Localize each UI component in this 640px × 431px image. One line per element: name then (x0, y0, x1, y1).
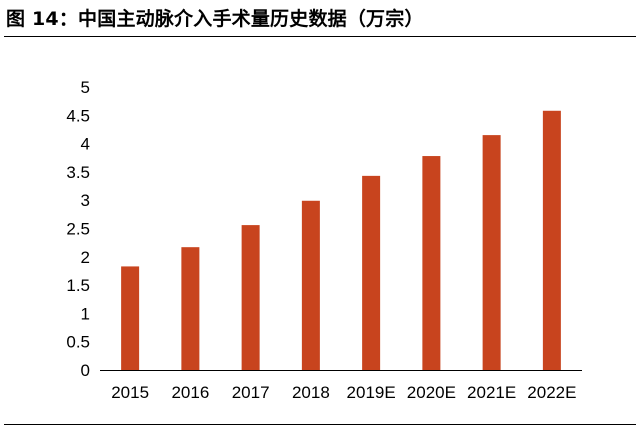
y-axis-ticks: 0 0.5 1 1.5 2 2.5 3 3.5 4 4.5 5 (66, 78, 90, 380)
bars (121, 110, 561, 370)
bar-2017 (241, 225, 260, 370)
x-tick-label: 2016 (171, 383, 209, 402)
bar-2021e (482, 135, 501, 370)
y-tick-label: 4 (81, 135, 90, 154)
y-tick-label: 5 (81, 78, 90, 97)
y-tick-label: 0 (81, 361, 90, 380)
y-tick-label: 1.5 (66, 276, 90, 295)
x-tick-label: 2019E (347, 383, 396, 402)
y-tick-label: 3 (81, 191, 90, 210)
bar-2022e (542, 110, 561, 370)
x-tick-label: 2017 (232, 383, 270, 402)
x-tick-label: 2021E (467, 383, 516, 402)
x-axis-ticks: 2015 2016 2017 2018 2019E 2020E 2021E 2022E (111, 383, 576, 402)
y-tick-label: 4.5 (66, 106, 90, 125)
bar-2015 (121, 266, 140, 370)
x-tick-label: 2018 (292, 383, 330, 402)
figure-title: 图 14：中国主动脉介入手术量历史数据（万宗） (6, 8, 424, 30)
x-tick-label: 2015 (111, 383, 149, 402)
bar-2020e (422, 156, 441, 370)
y-tick-label: 0.5 (66, 333, 90, 352)
x-tick-label: 2020E (407, 383, 456, 402)
bottom-rule (4, 424, 636, 425)
x-tick-label: 2022E (527, 383, 576, 402)
y-tick-label: 1 (81, 304, 90, 323)
top-rule (4, 36, 636, 37)
y-tick-label: 2.5 (66, 220, 90, 239)
y-tick-label: 2 (81, 248, 90, 267)
bar-2016 (181, 247, 200, 370)
bar-2018 (301, 200, 320, 370)
bar-2019e (362, 175, 381, 370)
y-tick-label: 3.5 (66, 163, 90, 182)
